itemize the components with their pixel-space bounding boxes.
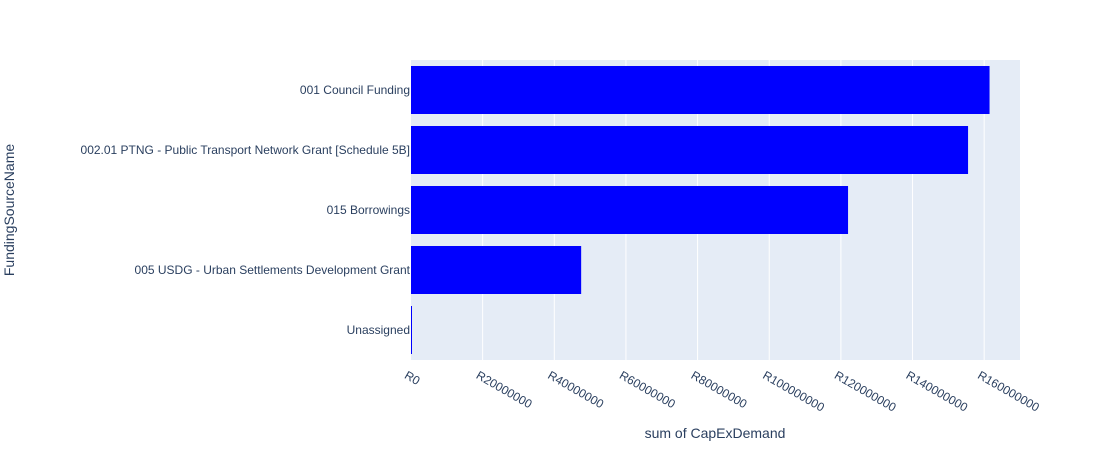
y-tick-label: 001 Council Funding [300, 83, 410, 97]
y-axis-title: FundingSourceName [1, 144, 17, 277]
y-tick-labels: Unassigned 005 USDG - Urban Settlements D… [81, 83, 411, 337]
bar[interactable] [411, 186, 849, 234]
bars [411, 66, 990, 354]
x-tick-label: R80000000 [689, 368, 750, 411]
x-axis-title: sum of CapExDemand [645, 425, 786, 441]
x-tick-labels: R0 R20000000 R40000000 R60000000 R80000000 R1… [402, 368, 1042, 415]
x-tick-label: R160000000 [975, 368, 1042, 415]
x-tick-label: R140000000 [904, 368, 971, 415]
y-tick-label: 002.01 PTNG - Public Transport Network G… [81, 143, 410, 157]
x-tick-label: R120000000 [832, 368, 899, 415]
x-tick-label: R0 [402, 368, 423, 388]
x-tick-label: R40000000 [545, 368, 606, 411]
y-tick-label: Unassigned [347, 323, 410, 337]
y-tick-label: 005 USDG - Urban Settlements Development… [135, 263, 411, 277]
y-tick-label: 015 Borrowings [327, 203, 410, 217]
x-tick-label: R20000000 [474, 368, 535, 411]
x-tick-label: R100000000 [760, 368, 827, 415]
bar[interactable] [411, 246, 582, 294]
x-tick-label: R60000000 [617, 368, 678, 411]
bar[interactable] [411, 306, 412, 354]
bar[interactable] [411, 126, 969, 174]
bar[interactable] [411, 66, 990, 114]
